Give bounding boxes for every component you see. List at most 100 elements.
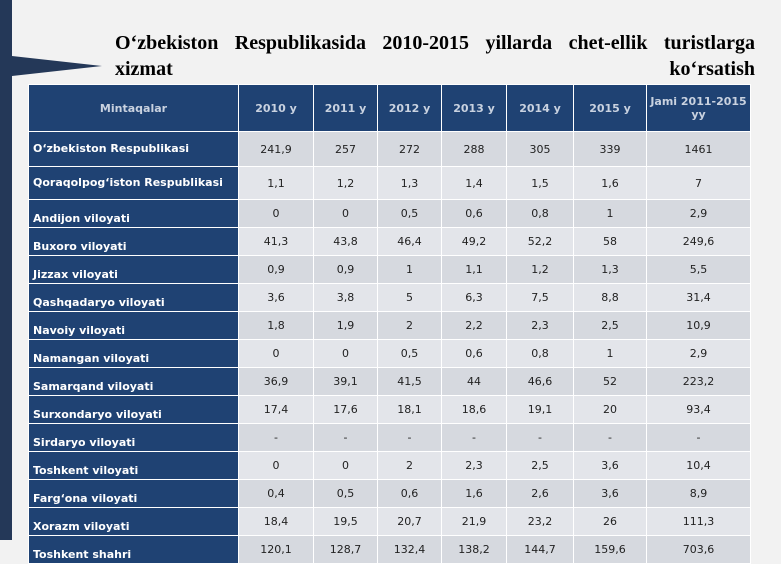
cell: 43,8 xyxy=(313,227,378,256)
cell: 0,6 xyxy=(441,339,507,368)
row-label: Sirdaryo viloyati xyxy=(28,423,239,452)
row-label: Jizzax viloyati xyxy=(28,255,239,284)
cell: 241,9 xyxy=(238,131,314,167)
cell: 257 xyxy=(313,131,378,167)
row-label: Andijon viloyati xyxy=(28,199,239,228)
row-label: Qoraqolpog‘iston Respublikasi xyxy=(28,166,239,200)
cell: 41,3 xyxy=(238,227,314,256)
cell: 17,4 xyxy=(238,395,314,424)
cell: - xyxy=(377,423,442,452)
header-row: Mintaqalar 2010 y 2011 y 2012 y 2013 y 2014 y… xyxy=(28,84,751,132)
cell: 7,5 xyxy=(506,283,574,312)
table-row: Jizzax viloyati 0,9 0,9 1 1,1 1,2 1,3 5,5 xyxy=(28,255,751,284)
row-label: Namangan viloyati xyxy=(28,339,239,368)
cell: 1,8 xyxy=(238,311,314,340)
cell: 2,5 xyxy=(506,451,574,480)
row-label: O‘zbekiston Respublikasi xyxy=(28,131,239,167)
cell: 46,4 xyxy=(377,227,442,256)
cell: 0,5 xyxy=(377,339,442,368)
cell: 0,6 xyxy=(377,479,442,508)
cell: 1461 xyxy=(646,131,751,167)
row-label: Toshkent viloyati xyxy=(28,451,239,480)
cell: 39,1 xyxy=(313,367,378,396)
cell: 2 xyxy=(377,311,442,340)
cell: 0 xyxy=(238,451,314,480)
cell: 10,4 xyxy=(646,451,751,480)
cell: 20 xyxy=(573,395,647,424)
cell: - xyxy=(573,423,647,452)
column-header-text: 2014 y xyxy=(519,101,561,115)
cell: 2,5 xyxy=(573,311,647,340)
cell: 1,5 xyxy=(506,166,574,200)
cell: 339 xyxy=(573,131,647,167)
cell: 5 xyxy=(377,283,442,312)
cell: 249,6 xyxy=(646,227,751,256)
cell: 1,6 xyxy=(573,166,647,200)
cell: 0 xyxy=(313,199,378,228)
cell: 49,2 xyxy=(441,227,507,256)
cell: 111,3 xyxy=(646,507,751,536)
table-row: Qashqadaryo viloyati 3,6 3,8 5 6,3 7,5 8,8 31,4 xyxy=(28,283,751,312)
cell: 18,4 xyxy=(238,507,314,536)
cell: 3,6 xyxy=(238,283,314,312)
cell: 0,8 xyxy=(506,339,574,368)
cell: 272 xyxy=(377,131,442,167)
cell: 36,9 xyxy=(238,367,314,396)
table-row: Andijon viloyati 0 0 0,5 0,6 0,8 1 2,9 xyxy=(28,199,751,228)
cell: 93,4 xyxy=(646,395,751,424)
column-header: 2014 y xyxy=(506,84,574,132)
row-label: Farg‘ona viloyati xyxy=(28,479,239,508)
column-header-text: Mintaqalar xyxy=(99,101,168,115)
cell: 1 xyxy=(377,255,442,284)
cell: 31,4 xyxy=(646,283,751,312)
cell: 305 xyxy=(506,131,574,167)
table-row: Navoiy viloyati 1,8 1,9 2 2,2 2,3 2,5 10,9 xyxy=(28,311,751,340)
cell: 8,8 xyxy=(573,283,647,312)
cell: - xyxy=(441,423,507,452)
column-header-text: 2015 y xyxy=(589,101,631,115)
column-header-text: 2012 y xyxy=(388,101,431,115)
cell: 19,5 xyxy=(313,507,378,536)
table-row: Surxondaryo viloyati 17,4 17,6 18,1 18,6 19,1… xyxy=(28,395,751,424)
row-label: Navoiy viloyati xyxy=(28,311,239,340)
cell: 1,4 xyxy=(441,166,507,200)
cell: 1,1 xyxy=(441,255,507,284)
column-header-text: 2013 y xyxy=(453,101,495,115)
cell: 41,5 xyxy=(377,367,442,396)
cell: 17,6 xyxy=(313,395,378,424)
row-label: Buxoro viloyati xyxy=(28,227,239,256)
cell: 0 xyxy=(238,199,314,228)
cell: 1,9 xyxy=(313,311,378,340)
row-label: Samarqand viloyati xyxy=(28,367,239,396)
column-header: Mintaqalar xyxy=(28,84,239,132)
cell: 1,2 xyxy=(313,166,378,200)
cell: 0,8 xyxy=(506,199,574,228)
table-row: Xorazm viloyati 18,4 19,5 20,7 21,9 23,2 26 111… xyxy=(28,507,751,536)
column-header-text: Jami 2011-2015 yy xyxy=(650,95,747,121)
cell: 2 xyxy=(377,451,442,480)
cell: 3,6 xyxy=(573,451,647,480)
cell: 3,6 xyxy=(573,479,647,508)
cell: 10,9 xyxy=(646,311,751,340)
cell: 1,3 xyxy=(377,166,442,200)
cell: 0 xyxy=(238,339,314,368)
cell: 7 xyxy=(646,166,751,200)
cell: 1 xyxy=(573,199,647,228)
row-label: Surxondaryo viloyati xyxy=(28,395,239,424)
column-header: Jami 2011-2015 yy xyxy=(646,84,751,132)
cell: 58 xyxy=(573,227,647,256)
cell: 52 xyxy=(573,367,647,396)
side-band xyxy=(0,0,12,540)
row-label: Xorazm viloyati xyxy=(28,507,239,536)
table-row: O‘zbekiston Respublikasi 241,9 257 272 288 30… xyxy=(28,131,751,167)
table-body: O‘zbekiston Respublikasi 241,9 257 272 288 30… xyxy=(28,131,751,564)
cell: - xyxy=(506,423,574,452)
cell: 2,2 xyxy=(441,311,507,340)
cell: 1,6 xyxy=(441,479,507,508)
row-label: Qashqadaryo viloyati xyxy=(28,283,239,312)
title: O‘zbekiston Respublikasida 2010-2015 yil… xyxy=(115,32,755,80)
table-row: Buxoro viloyati 41,3 43,8 46,4 49,2 52,2 58 249… xyxy=(28,227,751,256)
column-header: 2012 y xyxy=(377,84,442,132)
cell: 2,9 xyxy=(646,339,751,368)
cell: 2,3 xyxy=(506,311,574,340)
